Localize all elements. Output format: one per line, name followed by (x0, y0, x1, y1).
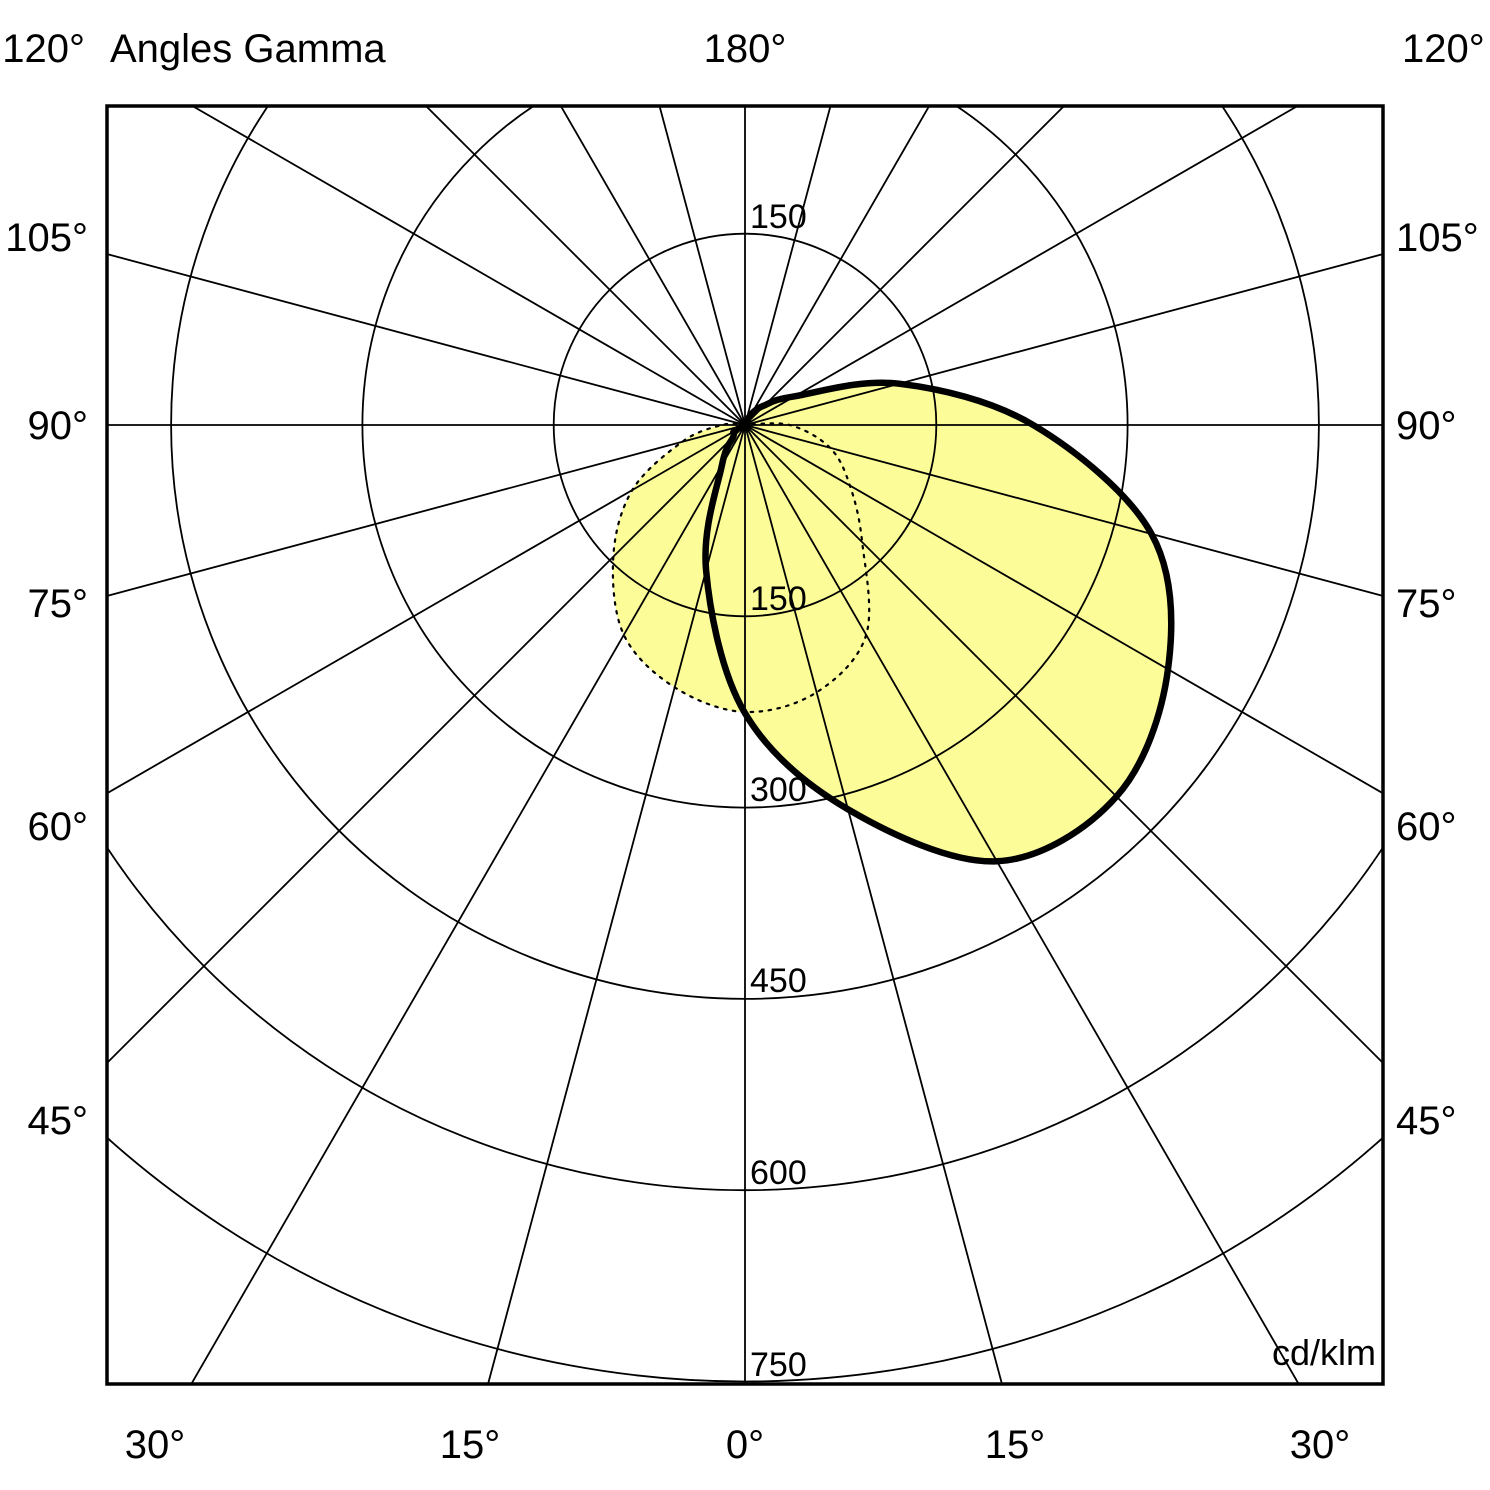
unit-label: cd/klm (1272, 1332, 1376, 1373)
angle-label-left-60: 60° (28, 805, 89, 849)
angle-label-top-left: 120° (2, 27, 85, 71)
ring-label-450: 450 (750, 962, 807, 1000)
angle-label-right-45: 45° (1396, 1099, 1457, 1143)
angle-label-bottom-15R: 15° (985, 1423, 1046, 1467)
grid-ray-165 (744, 106, 832, 426)
plot-border (105, 104, 1385, 1386)
grid-ray-345 (487, 424, 746, 1384)
grid-ray-105 (744, 253, 1383, 426)
curve-C0-C180-plane (702, 379, 1175, 865)
light-distribution-fill-1 (612, 423, 870, 713)
angle-label-top-right: 120° (1402, 27, 1485, 71)
grid-ray-225 (424, 106, 746, 426)
angle-label-bottom-0: 0° (726, 1423, 764, 1467)
chart-title: Angles Gamma (110, 27, 386, 71)
angle-label-bottom-15L: 15° (440, 1423, 501, 1467)
angle-label-left-90: 90° (28, 404, 89, 448)
ring-label-750: 750 (750, 1346, 807, 1384)
grid-ray-30 (744, 424, 1300, 1384)
grid-ray-60 (744, 424, 1383, 795)
angle-label-left-75: 75° (28, 582, 89, 626)
grid-ray-150 (744, 106, 931, 426)
grid-ray-75 (744, 424, 1383, 597)
grid-ray-195 (658, 106, 746, 426)
grid-ray-285 (107, 424, 746, 597)
angle-label-left-45: 45° (28, 1099, 89, 1143)
grid-ray-210 (559, 106, 746, 426)
ring-label-150: 150 (750, 580, 807, 618)
grid-ray-255 (107, 253, 746, 426)
angle-label-right-105: 105° (1396, 216, 1479, 260)
angle-label-right-75: 75° (1396, 582, 1457, 626)
angle-label-right-90: 90° (1396, 404, 1457, 448)
grid-ray-300 (107, 424, 746, 795)
angle-label-bottom-30R: 30° (1290, 1423, 1351, 1467)
grid-ray-135 (744, 106, 1066, 426)
grid-ray-15 (744, 424, 1003, 1384)
grid-ray-45 (744, 424, 1383, 1065)
grid-ray-315 (107, 424, 746, 1065)
angle-label-left-105: 105° (5, 216, 88, 260)
grid-ray-240 (190, 106, 746, 426)
ring-label-300: 300 (750, 771, 807, 809)
grid-ray-330 (190, 424, 746, 1384)
angle-label-right-60: 60° (1396, 805, 1457, 849)
grid-ray-120 (744, 106, 1300, 426)
angle-label-bottom-30L: 30° (125, 1423, 186, 1467)
ring-label-600: 600 (750, 1154, 807, 1192)
ring-label-150-top: 150 (750, 198, 807, 236)
angle-label-top-center: 180° (704, 27, 787, 71)
